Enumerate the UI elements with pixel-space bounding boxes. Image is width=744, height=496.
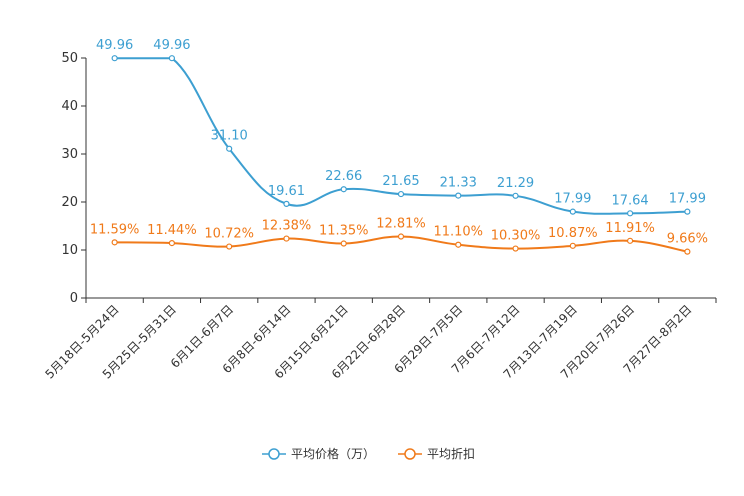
data-point[interactable]	[626, 210, 634, 217]
data-label: 21.65	[382, 174, 419, 189]
y-tick-label: 30	[61, 147, 78, 162]
data-label: 49.96	[153, 38, 190, 53]
data-point[interactable]	[512, 245, 519, 252]
data-point[interactable]	[569, 208, 576, 215]
data-point[interactable]	[512, 192, 519, 199]
y-tick-label: 10	[61, 243, 78, 258]
data-label: 12.81%	[376, 217, 426, 232]
data-point[interactable]	[340, 240, 347, 247]
data-label: 19.61	[268, 184, 305, 199]
data-label: 11.10%	[433, 225, 483, 240]
legend-label-discount: 平均折扣	[427, 446, 475, 461]
data-point[interactable]	[455, 192, 462, 199]
data-point[interactable]	[168, 55, 176, 62]
data-point[interactable]	[283, 200, 290, 207]
data-point[interactable]	[340, 186, 347, 193]
data-label: 31.10	[211, 129, 248, 144]
data-label: 22.66	[325, 169, 362, 184]
data-label: 11.35%	[319, 224, 369, 239]
data-label: 17.99	[669, 192, 706, 207]
series-line	[114, 57, 688, 215]
data-label: 17.64	[611, 193, 648, 208]
y-tick-label: 0	[70, 291, 78, 306]
data-point[interactable]	[684, 208, 691, 215]
data-label: 11.91%	[605, 221, 655, 236]
data-label: 11.44%	[147, 223, 197, 238]
y-tick-label: 20	[61, 195, 78, 210]
data-label: 21.33	[440, 176, 477, 191]
y-axis: 0 10 20 30 40 50	[61, 51, 87, 306]
data-point[interactable]	[168, 239, 176, 247]
data-point[interactable]	[226, 145, 233, 152]
data-point[interactable]	[226, 243, 233, 250]
legend-marker-discount	[404, 448, 416, 460]
series-layer: 49.96 49.96 31.10 19.61 22.66 21.65 21.33 21.29…	[90, 38, 708, 255]
legend-label-price: 平均价格（万）	[291, 446, 375, 461]
data-point[interactable]	[626, 237, 634, 244]
data-point[interactable]	[455, 241, 462, 248]
data-point[interactable]	[397, 190, 405, 198]
legend-marker-price	[268, 448, 280, 460]
data-point[interactable]	[111, 55, 118, 62]
data-label: 17.99	[554, 192, 591, 207]
data-point[interactable]	[283, 235, 290, 242]
data-label: 9.66%	[667, 232, 708, 247]
data-label: 12.38%	[262, 219, 312, 234]
data-label: 11.59%	[90, 222, 140, 237]
legend-item-discount[interactable]: 平均折扣	[398, 446, 475, 461]
x-axis: 5月18日-5月24日5月25日-5月31日6月1日-6月7日6月8日-6月14…	[42, 297, 717, 382]
series-price: 49.96 49.96 31.10 19.61 22.66 21.65 21.33 21.29…	[96, 38, 706, 217]
data-label: 49.96	[96, 38, 133, 53]
series-discount: 11.59% 11.44% 10.72% 12.38% 11.35% 12.81% 11.1…	[90, 217, 708, 255]
data-point[interactable]	[397, 233, 405, 240]
y-tick-label: 40	[61, 99, 78, 114]
data-point[interactable]	[684, 248, 691, 255]
data-label: 10.72%	[204, 227, 254, 242]
data-label: 21.29	[497, 176, 534, 191]
legend-item-price[interactable]: 平均价格（万）	[262, 446, 375, 461]
data-label: 10.30%	[491, 229, 541, 244]
y-tick-label: 50	[61, 51, 78, 66]
data-point[interactable]	[569, 242, 576, 249]
data-label: 10.87%	[548, 226, 598, 241]
data-point[interactable]	[111, 239, 118, 246]
legend[interactable]: 平均价格（万） 平均折扣	[262, 446, 475, 461]
